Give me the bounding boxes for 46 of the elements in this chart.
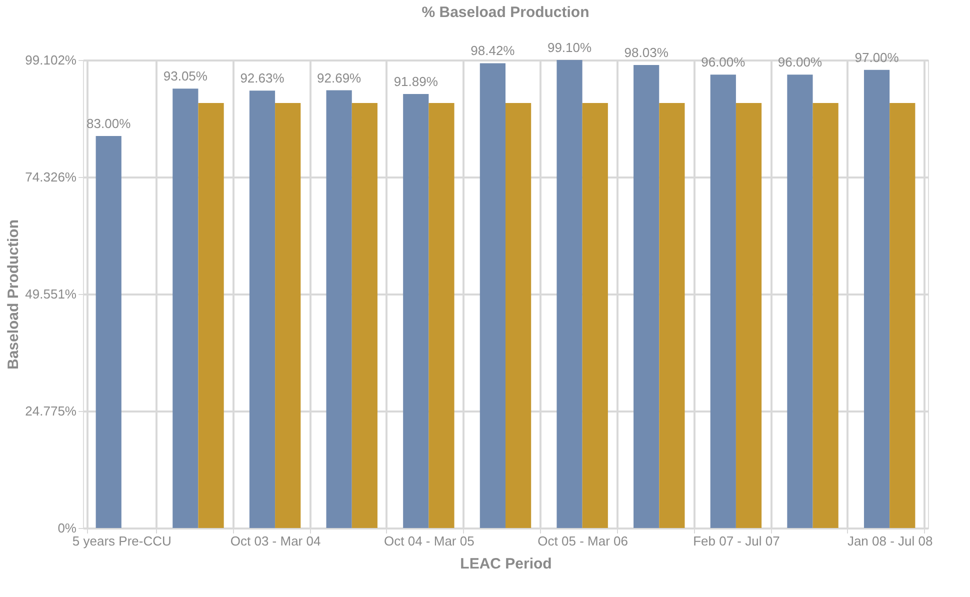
bar [787, 74, 813, 528]
data-label: 92.69% [317, 70, 362, 86]
x-tick-label: Oct 04 - Mar 05 [384, 534, 474, 548]
x-tick-label: Jan 08 - Jul 08 [847, 534, 933, 548]
bar [736, 102, 762, 528]
data-label: 98.03% [624, 45, 669, 60]
bar [198, 102, 224, 528]
bar [172, 88, 198, 528]
bar [428, 102, 454, 528]
y-tick-label: 74.326% [25, 170, 77, 184]
bar [812, 102, 838, 528]
data-label: 83.00% [86, 116, 132, 132]
data-label: 97.00% [854, 50, 900, 65]
chart-title: % Baseload Production [422, 4, 590, 22]
data-label: 92.63% [240, 70, 285, 86]
x-tick-label: Oct 03 - Mar 04 [230, 534, 321, 548]
data-label: 93.05% [163, 68, 208, 84]
y-tick-label: 99.102% [25, 52, 77, 68]
bar [403, 94, 429, 528]
bar [96, 136, 122, 528]
bar [249, 90, 276, 528]
x-tick-label: Feb 07 - Jul 07 [693, 534, 780, 548]
bar [352, 102, 378, 528]
y-axis-title: Baseload Production [5, 219, 22, 370]
bar [275, 102, 301, 528]
data-label: 91.89% [394, 74, 438, 90]
bar [506, 102, 532, 528]
x-tick-label: Oct 05 - Mar 06 [538, 534, 628, 548]
bar [864, 70, 890, 528]
y-tick-label: 49.551% [25, 286, 77, 302]
data-label: 96.00% [701, 54, 746, 70]
bar [556, 60, 582, 528]
x-tick-label: 5 years Pre-CCU [72, 534, 172, 548]
bar [659, 102, 685, 528]
bar [480, 63, 506, 528]
bar [634, 65, 660, 528]
data-label: 98.42% [470, 43, 516, 58]
bar [890, 102, 916, 528]
bar [582, 102, 608, 528]
data-label: 96.00% [778, 54, 822, 70]
y-tick-label: 0% [58, 520, 77, 536]
bar [710, 74, 736, 528]
bar [326, 90, 352, 528]
data-label: 99.10% [547, 40, 592, 56]
x-axis-title: LEAC Period [460, 556, 552, 572]
y-tick-label: 24.775% [25, 404, 77, 418]
